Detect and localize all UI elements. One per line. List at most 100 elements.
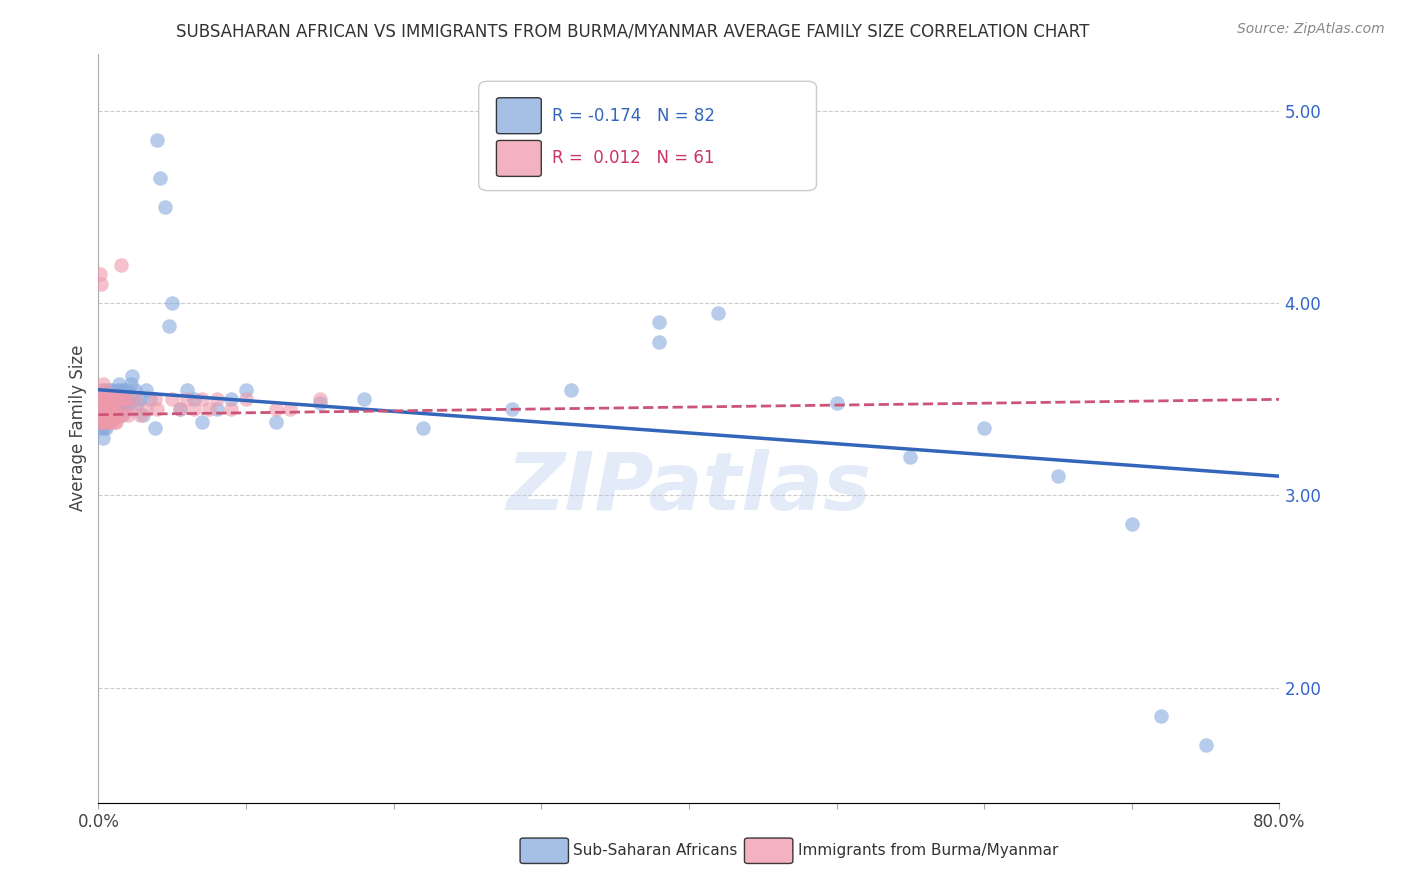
Point <box>103 392 125 407</box>
Point <box>146 401 169 416</box>
Point <box>98 408 121 422</box>
Point <box>125 396 148 410</box>
Point <box>162 392 183 407</box>
Point <box>93 388 115 402</box>
Point <box>501 401 523 416</box>
Point <box>176 392 198 407</box>
Point <box>309 396 332 410</box>
Point <box>90 401 112 416</box>
Point <box>104 401 127 416</box>
Point <box>124 383 146 397</box>
Point <box>112 383 135 397</box>
Point <box>115 392 138 407</box>
Point <box>121 369 143 384</box>
Point <box>105 416 128 430</box>
Text: Immigrants from Burma/Myanmar: Immigrants from Burma/Myanmar <box>797 843 1057 858</box>
Point <box>1195 738 1218 752</box>
Point <box>264 416 287 430</box>
Text: ZIPatlas: ZIPatlas <box>506 449 872 527</box>
FancyBboxPatch shape <box>520 838 568 863</box>
Point <box>107 396 129 410</box>
Point <box>108 376 131 391</box>
Point <box>97 383 120 397</box>
Point <box>91 376 114 391</box>
Point <box>100 392 122 407</box>
Point <box>97 401 120 416</box>
Point <box>110 258 132 272</box>
Point <box>128 392 150 407</box>
Point <box>98 392 121 407</box>
Point <box>93 392 115 407</box>
Point <box>90 421 112 435</box>
Point <box>100 401 122 416</box>
Point <box>96 401 118 416</box>
Point <box>91 392 114 407</box>
Point <box>135 401 157 416</box>
Point <box>91 411 114 425</box>
Point <box>93 421 115 435</box>
Point <box>118 396 141 410</box>
Point <box>114 401 136 416</box>
Point <box>111 408 134 422</box>
Point <box>105 392 128 407</box>
Point <box>97 416 120 430</box>
Point <box>117 408 139 422</box>
Point <box>94 411 117 425</box>
Point <box>91 431 114 445</box>
Point <box>91 401 114 416</box>
Point <box>96 396 118 410</box>
Point <box>91 383 114 397</box>
Point <box>648 334 671 349</box>
Text: R = -0.174   N = 82: R = -0.174 N = 82 <box>553 107 714 125</box>
Point <box>707 161 730 176</box>
Point <box>900 450 922 464</box>
Point <box>264 401 287 416</box>
Point <box>100 383 122 397</box>
Point <box>111 392 134 407</box>
Point <box>973 421 995 435</box>
Point <box>98 396 121 410</box>
Point <box>103 396 125 410</box>
Point <box>104 416 127 430</box>
Point <box>412 421 434 435</box>
Point <box>114 392 136 407</box>
Point <box>707 306 730 320</box>
Point <box>97 392 120 407</box>
Point <box>221 392 243 407</box>
Point <box>560 383 582 397</box>
Point <box>104 401 127 416</box>
Point <box>94 421 117 435</box>
Text: Source: ZipAtlas.com: Source: ZipAtlas.com <box>1237 22 1385 37</box>
Point <box>98 416 121 430</box>
Point <box>157 319 180 334</box>
Point <box>143 421 166 435</box>
Point <box>183 392 205 407</box>
Point <box>143 392 166 407</box>
Point <box>107 401 129 416</box>
FancyBboxPatch shape <box>478 81 817 191</box>
Point <box>104 388 127 402</box>
Point <box>89 268 111 282</box>
FancyBboxPatch shape <box>496 98 541 134</box>
Point <box>98 416 121 430</box>
Point <box>96 388 118 402</box>
Point <box>191 392 214 407</box>
Point <box>91 416 114 430</box>
Point <box>205 392 228 407</box>
Point <box>153 200 176 214</box>
Point <box>114 392 136 407</box>
Point <box>183 401 205 416</box>
Point <box>146 133 169 147</box>
Point <box>353 392 375 407</box>
Point <box>139 392 162 407</box>
Point <box>176 383 198 397</box>
Point <box>205 401 228 416</box>
Point <box>648 316 671 330</box>
Point <box>89 416 111 430</box>
Point <box>89 416 111 430</box>
Point <box>110 401 132 416</box>
Point <box>1150 709 1173 723</box>
Point <box>90 416 112 430</box>
Point <box>110 392 132 407</box>
Point <box>94 392 117 407</box>
